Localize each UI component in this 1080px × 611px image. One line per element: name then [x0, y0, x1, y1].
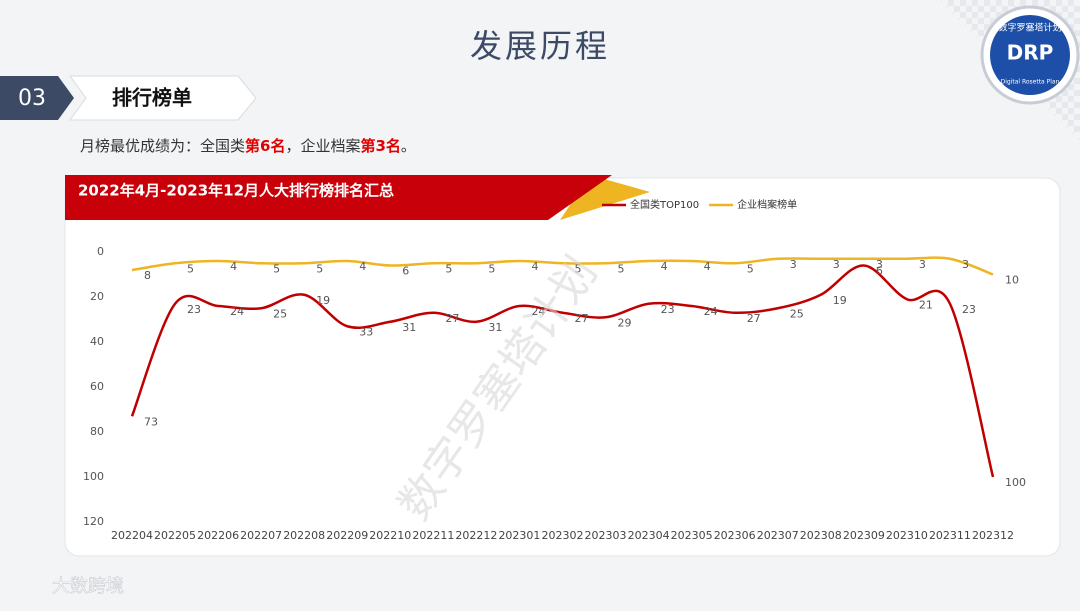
data-label: 27	[575, 312, 589, 325]
x-tick-label: 202310	[886, 529, 928, 542]
x-tick-label: 202306	[714, 529, 756, 542]
summary-text: 。	[401, 137, 416, 155]
data-label: 29	[618, 316, 632, 329]
section-number: 03	[18, 86, 46, 111]
data-label: 4	[531, 260, 538, 273]
summary-text: ，企业档案	[285, 137, 360, 155]
data-label: 24	[531, 305, 545, 318]
data-label: 73	[144, 415, 158, 428]
y-tick-label: 40	[90, 335, 104, 348]
data-label: 3	[919, 258, 926, 271]
y-tick-label: 20	[90, 290, 104, 303]
x-tick-label: 202304	[628, 529, 670, 542]
data-label: 31	[488, 321, 502, 334]
x-tick-label: 202206	[197, 529, 239, 542]
y-tick-label: 80	[90, 425, 104, 438]
data-label: 27	[445, 312, 459, 325]
y-tick-label: 120	[83, 515, 104, 528]
x-tick-label: 202303	[585, 529, 627, 542]
data-label: 100	[1005, 476, 1026, 489]
data-label: 6	[876, 265, 883, 278]
data-label: 23	[187, 303, 201, 316]
section-number-tab	[0, 76, 74, 120]
x-tick-label: 202209	[326, 529, 368, 542]
x-tick-label: 202301	[498, 529, 540, 542]
x-tick-label: 202302	[542, 529, 584, 542]
x-tick-label: 202204	[111, 529, 153, 542]
data-label: 6	[402, 265, 409, 278]
data-label: 27	[747, 312, 761, 325]
data-label: 25	[790, 307, 804, 320]
logo-arc-top: 数字罗塞塔计划	[998, 22, 1061, 34]
data-label: 23	[962, 303, 976, 316]
summary: 月榜最优成绩为：全国类第6名，企业档案第3名。	[80, 137, 416, 155]
y-tick-label: 100	[83, 470, 104, 483]
data-label: 19	[316, 294, 330, 307]
summary-text: 月榜最优成绩为：全国类	[80, 137, 245, 155]
legend-label: 企业档案榜单	[737, 198, 797, 211]
data-label: 5	[618, 262, 625, 275]
summary-highlight: 第6名	[245, 137, 285, 155]
data-label: 24	[230, 305, 244, 318]
data-label: 4	[230, 260, 237, 273]
data-label: 24	[704, 305, 718, 318]
data-label: 5	[575, 262, 582, 275]
x-tick-label: 202210	[369, 529, 411, 542]
data-label: 8	[144, 269, 151, 282]
x-tick-label: 202312	[972, 529, 1014, 542]
data-label: 33	[359, 325, 373, 338]
chart-card	[64, 177, 1061, 557]
x-tick-label: 202305	[671, 529, 713, 542]
data-label: 19	[833, 294, 847, 307]
data-label: 4	[661, 260, 668, 273]
chart-banner	[65, 175, 612, 220]
x-tick-label: 202311	[929, 529, 971, 542]
footer: 大数跨境	[52, 576, 124, 597]
data-label: 3	[790, 258, 797, 271]
data-label: 4	[704, 260, 711, 273]
logo-text: DRP	[1007, 41, 1054, 65]
data-label: 3	[876, 258, 883, 271]
x-tick-label: 202207	[240, 529, 282, 542]
x-tick-label: 202309	[843, 529, 885, 542]
data-label: 25	[273, 307, 287, 320]
series-line	[130, 264, 995, 478]
logo-arc-bottom: Digital Rosetta Plan	[1001, 79, 1060, 86]
section-label-tab	[69, 75, 257, 121]
data-label: 5	[747, 262, 754, 275]
data-label: 5	[273, 262, 280, 275]
data-label: 3	[962, 258, 969, 271]
summary-highlight: 第3名	[360, 137, 400, 155]
x-tick-label: 202212	[455, 529, 497, 542]
data-label: 3	[833, 258, 840, 271]
data-label: 31	[402, 321, 416, 334]
chart-title: 2022年4月-2023年12月人大排行榜排名汇总	[78, 182, 394, 200]
data-label: 5	[445, 262, 452, 275]
y-tick-label: 0	[97, 245, 104, 258]
x-tick-label: 202308	[800, 529, 842, 542]
data-label: 23	[661, 303, 675, 316]
section-label: 排行榜单	[112, 86, 192, 110]
data-label: 4	[359, 260, 366, 273]
x-tick-label: 202208	[283, 529, 325, 542]
y-tick-label: 60	[90, 380, 104, 393]
x-tick-label: 202205	[154, 529, 196, 542]
x-tick-label: 202307	[757, 529, 799, 542]
x-tick-label: 202211	[412, 529, 454, 542]
page-title: 发展历程	[470, 27, 610, 65]
data-label: 5	[316, 262, 323, 275]
data-label: 10	[1005, 274, 1019, 287]
data-label: 5	[488, 262, 495, 275]
data-label: 5	[187, 262, 194, 275]
data-label: 21	[919, 298, 933, 311]
legend-label: 全国类TOP100	[630, 198, 699, 211]
logo-inner	[990, 15, 1070, 95]
series-line	[131, 256, 994, 276]
